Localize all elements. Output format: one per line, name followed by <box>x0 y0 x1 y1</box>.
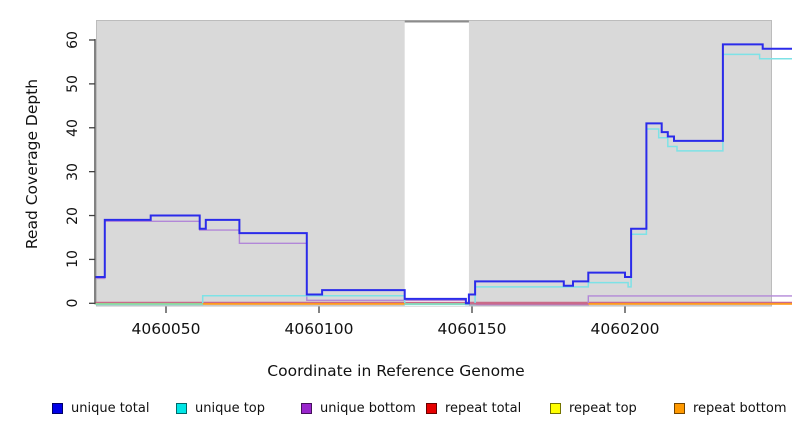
y-tick-label: 10 <box>65 250 81 269</box>
legend-label: repeat top <box>569 400 637 416</box>
legend-swatch-icon <box>426 402 437 414</box>
x-tick-label: 4060050 <box>131 320 201 338</box>
legend-item-unique-top: unique top <box>176 399 265 417</box>
legend-swatch-icon <box>550 402 561 414</box>
legend-label: repeat total <box>445 400 522 416</box>
legend-swatch-icon <box>52 402 63 414</box>
legend-swatch-icon <box>301 402 312 414</box>
legend-item-repeat-top: repeat top <box>550 399 637 417</box>
x-axis-title: Coordinate in Reference Genome <box>267 362 525 380</box>
x-tick-label: 4060150 <box>437 320 507 338</box>
legend-label: unique bottom <box>320 400 416 416</box>
legend-item-unique-total: unique total <box>52 399 149 417</box>
y-tick-label: 20 <box>65 206 81 225</box>
series-unique-total <box>95 43 792 305</box>
legend-label: repeat bottom <box>693 400 787 416</box>
legend-swatch-icon <box>674 402 685 414</box>
legend-item-repeat-bottom: repeat bottom <box>674 399 787 417</box>
legend-label: unique top <box>195 400 266 416</box>
legend: unique total unique top unique bottom repea… <box>0 399 792 419</box>
y-tick-label: 60 <box>65 31 81 49</box>
y-tick-label: 50 <box>65 74 81 93</box>
x-tick-label: 4060100 <box>284 320 354 338</box>
y-tick-label: 30 <box>65 162 81 181</box>
gap-region <box>404 20 469 306</box>
y-axis-title: Read Coverage Depth <box>23 78 41 250</box>
legend-swatch-icon <box>176 402 187 414</box>
legend-item-unique-bottom: unique bottom <box>301 399 416 417</box>
y-tick-label: 40 <box>65 118 81 137</box>
y-tick-label: 0 <box>65 298 81 308</box>
x-tick-label: 4060200 <box>590 320 660 338</box>
legend-label: unique total <box>71 400 150 416</box>
series-unique-bottom <box>95 220 792 306</box>
legend-item-repeat-total: repeat total <box>426 399 521 417</box>
